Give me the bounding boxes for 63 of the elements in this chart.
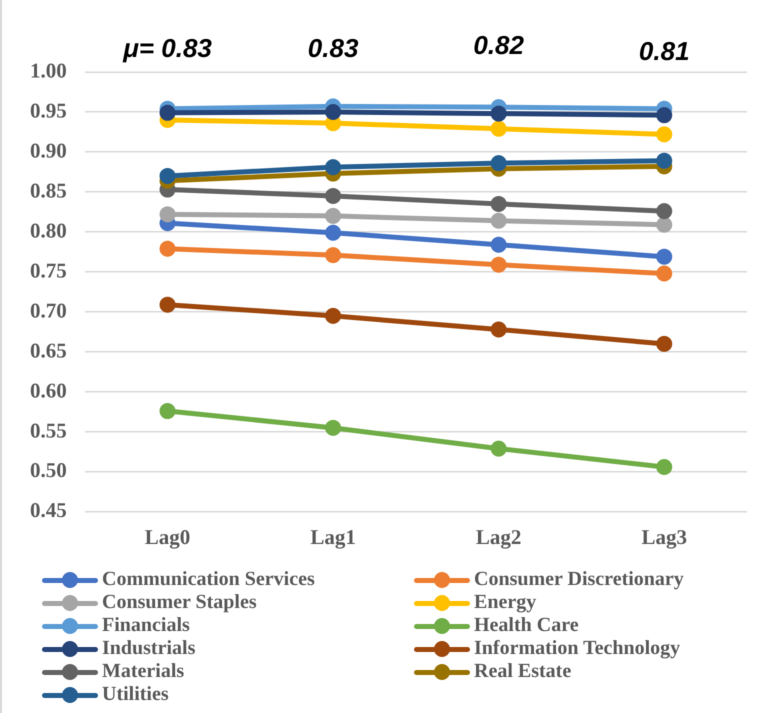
point [325,224,342,241]
point [490,212,507,229]
legend-label: Financials [102,614,190,637]
point [656,216,672,233]
text: 0.83 [308,33,359,64]
point [325,420,342,436]
text: 0.81 [638,36,690,66]
x-tick-label: Lag2 [476,524,522,549]
point [656,459,672,476]
y-tick-label: 0.85 [30,178,67,202]
point [160,206,176,222]
legend-label: Information Technology [474,637,680,660]
point [325,104,342,120]
point [656,248,672,265]
point [160,296,176,313]
point [490,155,507,172]
y-tick-label: 0.65 [30,338,67,362]
point [490,440,507,457]
point [160,104,176,121]
point [490,236,507,253]
point [325,188,342,204]
point [656,107,672,124]
point [656,203,672,220]
point [325,208,342,224]
x-tick-label: Lag3 [641,524,687,549]
legend-label: Consumer Staples [102,591,257,614]
legend-label: Real Estate [474,660,572,683]
point [656,266,672,282]
legend-label: Communication Services [102,568,315,591]
point [656,152,672,169]
point [325,247,342,264]
point [325,159,342,176]
y-tick-label: 0.55 [30,418,67,442]
text: 0.82 [473,30,524,60]
y-tick-label: 0.45 [30,498,67,522]
y-tick-label: 0.75 [30,258,67,282]
y-tick-label: 0.50 [30,458,67,482]
legend-label: Health Care [474,614,579,637]
x-tick-label: Lag1 [310,524,356,549]
point [490,106,507,122]
point [656,336,672,352]
legend-label: Industrials [102,637,196,660]
point [160,168,176,184]
point [490,256,507,273]
y-tick-label: 1.00 [30,58,67,82]
point [490,321,507,338]
legend-label: Consumer Discretionary [474,568,684,591]
point [656,126,672,142]
point [325,308,342,324]
legend-label: Materials [102,660,184,683]
text: μ= 0.83 [122,33,212,64]
y-tick-label: 0.70 [30,298,67,322]
x-tick-label: Lag0 [144,524,190,549]
y-tick-label: 0.60 [30,378,67,402]
y-tick-label: 0.90 [30,138,67,162]
point [160,240,176,257]
point [490,196,507,212]
y-tick-label: 0.95 [30,98,67,122]
point [160,403,176,420]
legend-label: Energy [474,591,536,614]
point [490,120,507,137]
legend-label: Utilities [102,683,169,706]
y-tick-label: 0.80 [30,218,67,242]
